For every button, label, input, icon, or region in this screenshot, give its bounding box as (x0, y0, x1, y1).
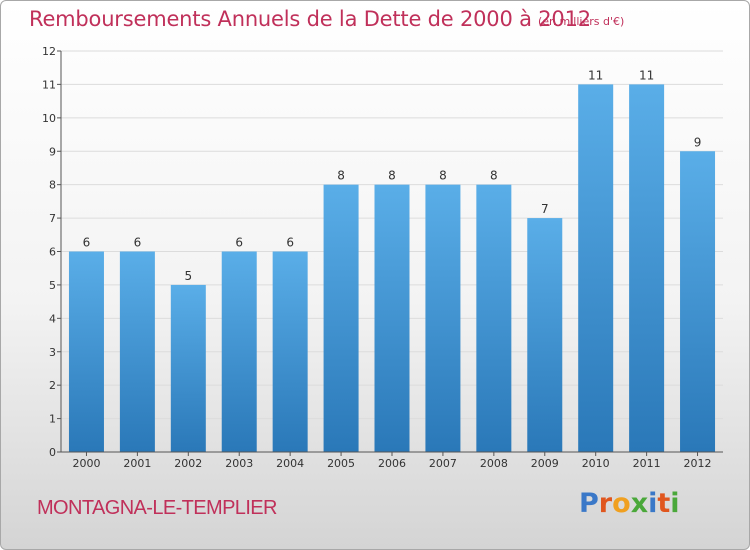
bar-2001 (119, 251, 155, 452)
y-tick-label: 0 (49, 446, 56, 459)
bar-2009 (527, 218, 563, 452)
y-tick-label: 10 (42, 112, 56, 125)
y-tick-label: 3 (49, 346, 56, 359)
chart-subtitle: (en milliers d'€) (538, 15, 625, 28)
bar-value-label: 6 (235, 236, 243, 250)
y-tick-label: 11 (42, 78, 56, 91)
bars: 6 6 5 6 6 8 8 8 8 7 11 11 9 (68, 68, 716, 453)
bar-value-label: 9 (694, 135, 702, 149)
logo-letter: i (670, 488, 680, 519)
bar-2012 (680, 151, 716, 452)
logo-letter: o (612, 488, 631, 519)
x-tick-label: 2010 (582, 457, 610, 470)
y-tick-label: 2 (49, 379, 56, 392)
bar-2003 (221, 251, 257, 452)
logo-letter: x (630, 488, 649, 519)
logo-letter: P (579, 488, 599, 519)
bar-2005 (323, 184, 359, 452)
y-tick-label: 4 (49, 312, 56, 325)
x-tick-label: 2001 (123, 457, 151, 470)
bar-2011 (629, 84, 665, 453)
logo-letter: r (598, 488, 613, 519)
commune-name: MONTAGNA-LE-TEMPLIER (37, 497, 277, 519)
y-tick-label: 6 (49, 246, 56, 259)
y-tick-label: 5 (49, 279, 56, 292)
bar-value-label: 8 (490, 169, 498, 183)
bar-value-label: 8 (388, 169, 396, 183)
bar-value-label: 11 (639, 68, 654, 82)
x-tick-label: 2002 (174, 457, 202, 470)
bar-value-label: 5 (184, 269, 192, 283)
y-tick-label: 8 (49, 179, 56, 192)
bar-2002 (170, 284, 206, 452)
y-tick-label: 1 (49, 413, 56, 426)
x-tick-label: 2009 (531, 457, 559, 470)
bar-2008 (476, 184, 512, 452)
bar-value-label: 11 (588, 68, 603, 82)
bar-value-label: 8 (439, 169, 447, 183)
x-tick-label: 2003 (225, 457, 253, 470)
x-tick-label: 2004 (276, 457, 304, 470)
bar-value-label: 6 (134, 236, 142, 250)
x-tick-label: 2005 (327, 457, 355, 470)
y-tick-label: 7 (49, 212, 56, 225)
bar-value-label: 6 (83, 236, 91, 250)
chart-title: Remboursements Annuels de la Dette de 20… (29, 7, 591, 31)
bar-2010 (578, 84, 614, 453)
logo-letter: i (648, 488, 658, 519)
proxiti-logo: Proxiti (579, 488, 680, 519)
y-tick-label: 9 (49, 145, 56, 158)
bar-value-label: 8 (337, 169, 345, 183)
x-tick-label: 2007 (429, 457, 457, 470)
x-tick-label: 2006 (378, 457, 406, 470)
x-tick-label: 2008 (480, 457, 508, 470)
bar-2000 (68, 251, 104, 452)
x-tick-label: 2011 (633, 457, 661, 470)
bar-value-label: 6 (286, 236, 294, 250)
bar-value-label: 7 (541, 202, 549, 216)
logo-letter: t (657, 488, 671, 519)
bar-2004 (272, 251, 308, 452)
bar-2006 (374, 184, 410, 452)
y-tick-label: 12 (42, 45, 56, 58)
x-tick-label: 2000 (72, 457, 100, 470)
x-tick-label: 2012 (684, 457, 712, 470)
bar-2007 (425, 184, 461, 452)
